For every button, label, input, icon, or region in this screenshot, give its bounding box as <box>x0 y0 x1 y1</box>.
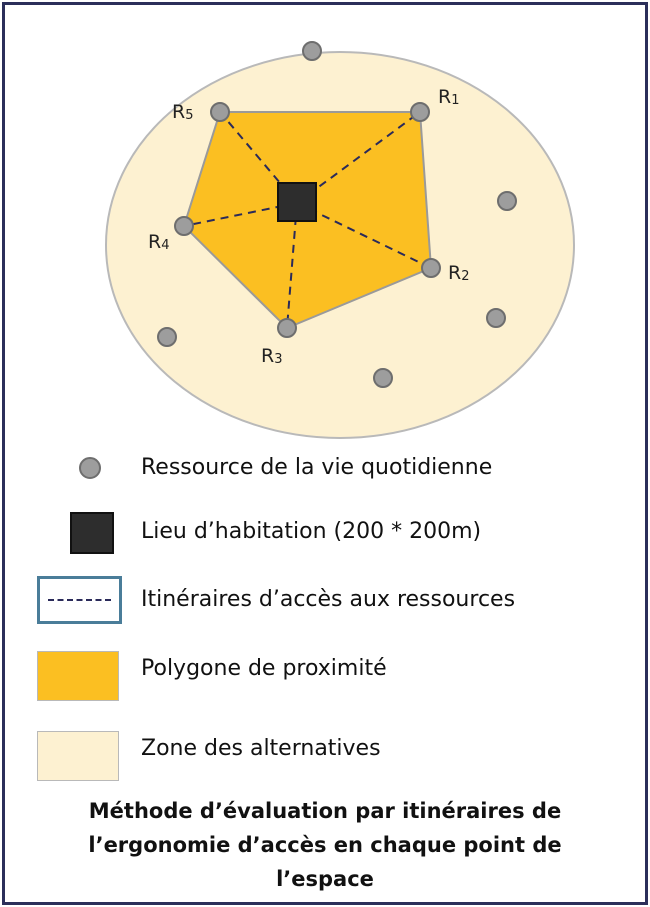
label-r4: R4 <box>148 231 169 253</box>
resource-dot <box>302 41 322 61</box>
resource-r3-dot <box>277 318 297 338</box>
resource-r1-dot <box>410 102 430 122</box>
route-r3 <box>286 202 298 329</box>
label-r3: R3 <box>261 345 282 367</box>
dashed-line-icon <box>48 599 111 601</box>
caption-line: l’ergonomie d’accès en chaque point de <box>88 833 562 857</box>
resource-dot <box>373 368 393 388</box>
legend-polygon-swatch <box>37 651 119 701</box>
resource-dot <box>486 308 506 328</box>
legend-item-routes: Itinéraires d’accès aux ressources <box>0 573 650 633</box>
legend-zone-swatch <box>37 731 119 781</box>
legend-resource-swatch <box>79 457 101 479</box>
label-r2: R2 <box>448 262 469 284</box>
label-r1: R1 <box>438 86 459 108</box>
legend-label: Lieu d’habitation (200 * 200m) <box>141 519 482 544</box>
resource-r2-dot <box>421 258 441 278</box>
proximity-diagram: R1 R2 R3 R4 R5 <box>105 41 575 439</box>
legend-label: Itinéraires d’accès aux ressources <box>141 587 516 612</box>
habitation-square <box>277 182 317 222</box>
route-r2 <box>296 202 432 269</box>
resource-dot <box>157 327 177 347</box>
figure-caption: Méthode d’évaluation par itinéraires de … <box>10 794 640 896</box>
legend-item-polygon: Polygone de proximité <box>0 645 650 705</box>
legend-routes-swatch <box>37 576 122 624</box>
legend-label: Zone des alternatives <box>141 736 381 761</box>
label-r5: R5 <box>172 101 193 123</box>
legend-habitation-swatch <box>70 512 114 554</box>
resource-r4-dot <box>174 216 194 236</box>
legend-item-habitation: Lieu d’habitation (200 * 200m) <box>0 503 650 563</box>
route-r1 <box>296 111 421 204</box>
legend-item-resource: Ressource de la vie quotidienne <box>0 438 650 498</box>
caption-line: l’espace <box>276 867 374 891</box>
resource-r5-dot <box>210 102 230 122</box>
caption-line: Méthode d’évaluation par itinéraires de <box>88 799 562 823</box>
legend-item-zone: Zone des alternatives <box>0 726 650 786</box>
legend-label: Polygone de proximité <box>141 656 387 681</box>
legend-label: Ressource de la vie quotidienne <box>141 455 493 480</box>
resource-dot <box>497 191 517 211</box>
resource-points <box>157 41 517 388</box>
